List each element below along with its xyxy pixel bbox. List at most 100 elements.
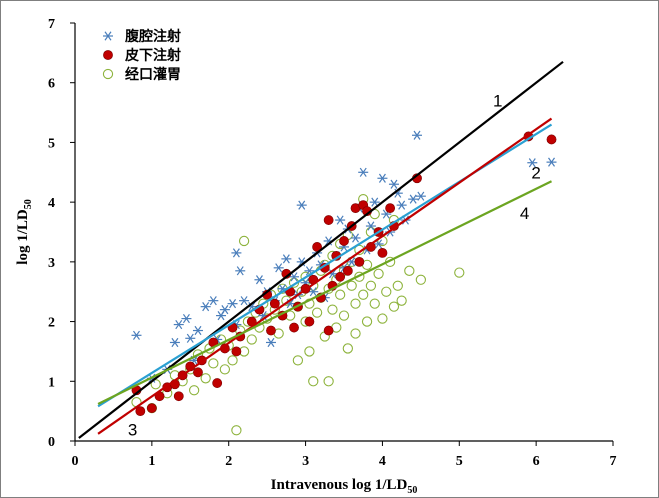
y-tick-label: 3 <box>48 256 55 271</box>
legend-marker-filled-circle <box>103 50 113 60</box>
data-point-asterisk <box>546 157 557 167</box>
x-tick-label: 7 <box>610 454 617 469</box>
data-point-open-circle <box>392 280 403 291</box>
x-tick-label: 0 <box>72 454 79 469</box>
data-point-filled-circle <box>173 391 184 402</box>
data-point-asterisk <box>281 254 292 264</box>
data-point-filled-circle <box>342 265 353 276</box>
data-point-asterisk <box>254 275 265 285</box>
data-point-filled-circle <box>339 236 349 246</box>
data-point-asterisk <box>396 200 407 210</box>
data-point-filled-circle <box>289 322 299 333</box>
data-point-open-circle <box>338 310 350 321</box>
data-point-open-circle <box>358 289 369 300</box>
data-point-asterisk <box>169 337 180 348</box>
data-point-open-circle <box>369 298 380 309</box>
line-number-label: 4 <box>520 204 529 223</box>
data-point-asterisk <box>131 330 142 340</box>
data-point-open-circle <box>208 358 219 369</box>
data-point-asterisk <box>219 305 230 315</box>
data-point-asterisk <box>365 221 376 231</box>
data-point-filled-circle <box>323 325 334 336</box>
data-point-asterisk <box>265 337 276 348</box>
data-point-filled-circle <box>354 256 365 267</box>
data-point-open-circle <box>188 385 200 396</box>
x-tick-label: 6 <box>533 454 540 469</box>
trend-lines-layer <box>78 60 564 439</box>
data-point-open-circle <box>323 376 334 387</box>
data-point-open-circle <box>342 343 353 354</box>
data-point-filled-circle <box>377 247 388 258</box>
data-point-filled-circle <box>385 203 396 214</box>
y-tick-label: 6 <box>48 77 55 92</box>
data-point-open-circle <box>388 301 400 312</box>
data-point-open-circle <box>327 304 338 315</box>
data-point-open-circle <box>373 268 384 279</box>
trend-line <box>97 117 553 435</box>
data-point-filled-circle <box>304 316 315 327</box>
x-tick-label: 2 <box>225 454 232 469</box>
data-point-asterisk <box>377 173 388 183</box>
data-point-asterisk <box>412 130 423 140</box>
data-point-open-circle <box>227 355 238 366</box>
y-tick-label: 0 <box>48 435 55 450</box>
y-axis-title: log 1/LD50 <box>15 199 34 264</box>
data-point-open-circle <box>231 425 242 436</box>
data-point-open-circle <box>396 295 407 306</box>
data-point-asterisk <box>173 319 184 330</box>
data-point-asterisk <box>358 167 369 177</box>
data-point-open-circle <box>304 346 315 357</box>
y-tick-label: 4 <box>48 196 55 211</box>
data-point-open-circle <box>308 376 319 387</box>
x-tick-label: 3 <box>302 454 309 469</box>
legend-label: 皮下注射 <box>124 47 181 64</box>
legend-marker-open-circle <box>102 68 114 80</box>
data-point-asterisk <box>289 272 300 282</box>
legend-marker-asterisk <box>103 31 113 41</box>
data-point-asterisk <box>216 311 227 321</box>
data-point-open-circle <box>350 298 361 309</box>
data-point-asterisk <box>208 296 219 306</box>
x-tick-label: 4 <box>379 454 386 469</box>
data-point-open-circle <box>238 235 250 247</box>
data-point-asterisk <box>527 158 538 168</box>
data-point-asterisk <box>388 179 399 189</box>
y-tick-label: 7 <box>48 17 55 32</box>
data-point-filled-circle <box>335 271 346 282</box>
data-point-asterisk <box>227 299 238 309</box>
data-point-asterisk <box>296 200 307 210</box>
x-axis-title-subscript: 50 <box>407 485 417 496</box>
data-point-open-circle <box>311 307 323 318</box>
data-point-asterisk <box>335 215 346 225</box>
trend-line <box>97 180 552 405</box>
x-tick-label: 5 <box>456 454 463 469</box>
data-point-open-circle <box>200 373 211 384</box>
data-point-open-circle <box>246 334 257 345</box>
data-point-open-circle <box>292 355 304 366</box>
data-point-asterisk <box>308 287 319 297</box>
data-point-filled-circle <box>323 215 334 225</box>
data-point-filled-circle <box>146 403 157 414</box>
y-tick-label: 2 <box>48 316 55 331</box>
data-point-open-circle <box>361 316 373 327</box>
data-point-open-circle <box>219 364 231 375</box>
data-point-asterisk <box>181 313 192 324</box>
data-point-asterisk <box>239 296 250 306</box>
data-point-asterisk <box>415 191 426 201</box>
line-number-label: 1 <box>493 92 502 111</box>
data-point-asterisk <box>273 263 284 273</box>
x-tick-label: 1 <box>148 454 155 469</box>
data-point-filled-circle <box>135 406 146 417</box>
data-point-open-circle <box>381 286 392 297</box>
data-point-asterisk <box>185 333 196 343</box>
data-point-filled-circle <box>231 346 242 357</box>
data-point-open-circle <box>346 280 357 291</box>
legend-label: 腹腔注射 <box>125 28 181 45</box>
data-point-filled-circle <box>212 378 223 388</box>
y-tick-label: 5 <box>48 136 55 151</box>
data-point-open-circle <box>377 313 388 324</box>
data-point-asterisk <box>369 197 380 207</box>
data-point-open-circle <box>350 328 361 339</box>
data-point-filled-circle <box>269 298 280 309</box>
